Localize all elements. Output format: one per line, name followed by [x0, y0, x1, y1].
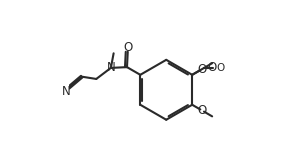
Text: O: O — [123, 41, 132, 54]
Text: N: N — [107, 61, 115, 74]
Text: N: N — [61, 85, 70, 98]
Text: O: O — [216, 63, 224, 73]
Text: O: O — [198, 63, 207, 75]
Text: O: O — [198, 104, 207, 117]
Text: O: O — [207, 61, 216, 74]
